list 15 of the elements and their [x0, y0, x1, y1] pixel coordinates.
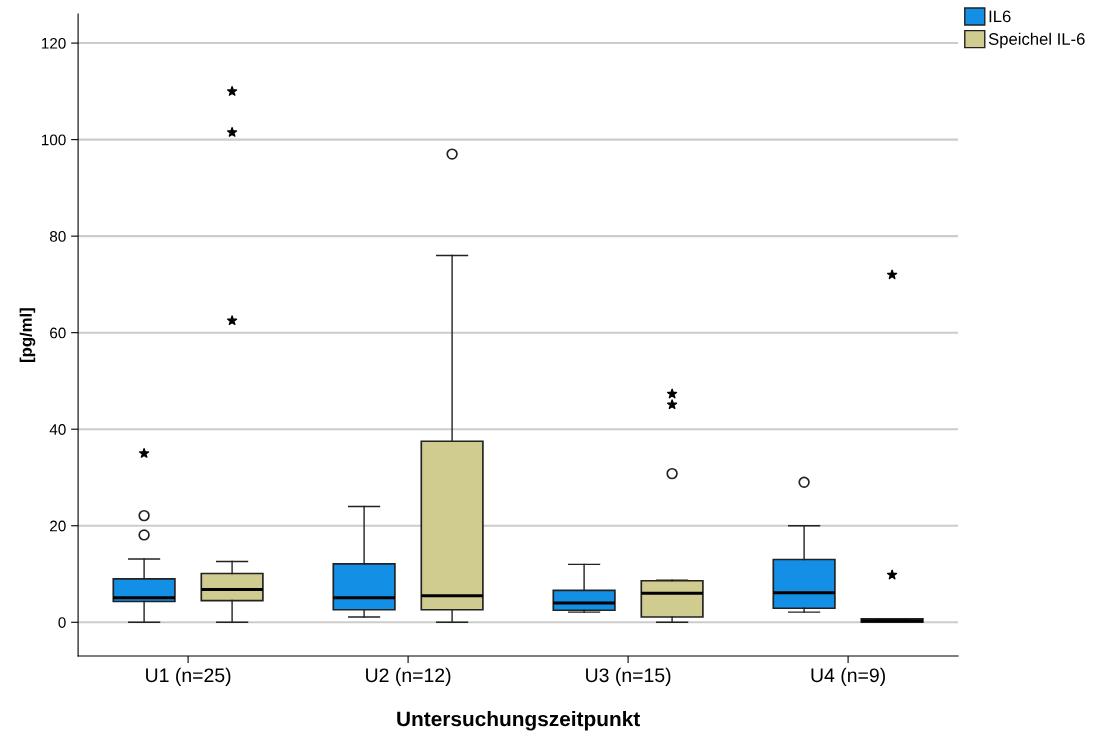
x-tick-label: U4 (n=9) [811, 667, 885, 686]
y-tick-label: 60 [50, 327, 66, 339]
legend-label: IL6 [989, 10, 1011, 23]
x-tick-label: U3 (n=15) [586, 667, 671, 686]
y-tick-label: 0 [58, 617, 66, 628]
legend-label: Speichel IL-6 [988, 32, 1085, 49]
y-tick-label: 80 [49, 231, 66, 242]
y-tick-label: 20 [50, 520, 66, 532]
x-tick-label: U1 (n=25) [146, 667, 231, 686]
x-tick-label: U2 (n=12) [366, 667, 451, 686]
y-axis-title: [pg/ml] [19, 308, 36, 362]
y-tick-label: 100 [41, 134, 66, 146]
y-tick-label: 120 [41, 37, 66, 49]
y-tick-label: 40 [49, 424, 66, 435]
x-axis-title: Untersuchungszeitpunkt [397, 711, 640, 731]
